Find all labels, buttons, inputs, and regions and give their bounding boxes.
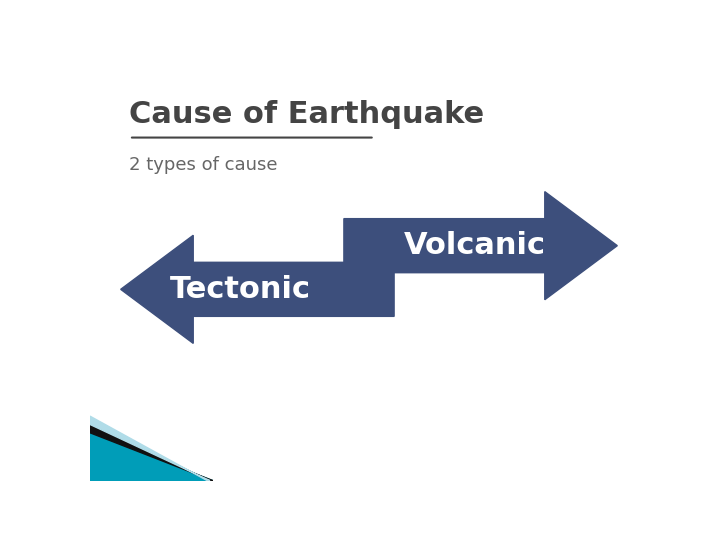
Text: 2 types of cause: 2 types of cause xyxy=(129,156,278,173)
Polygon shape xyxy=(121,235,394,343)
Polygon shape xyxy=(90,433,213,481)
Polygon shape xyxy=(90,416,210,481)
Text: Cause of Earthquake: Cause of Earthquake xyxy=(129,100,484,129)
Polygon shape xyxy=(90,424,213,481)
Polygon shape xyxy=(344,192,617,300)
Text: Tectonic: Tectonic xyxy=(170,275,311,304)
Text: Volcanic: Volcanic xyxy=(404,231,546,260)
